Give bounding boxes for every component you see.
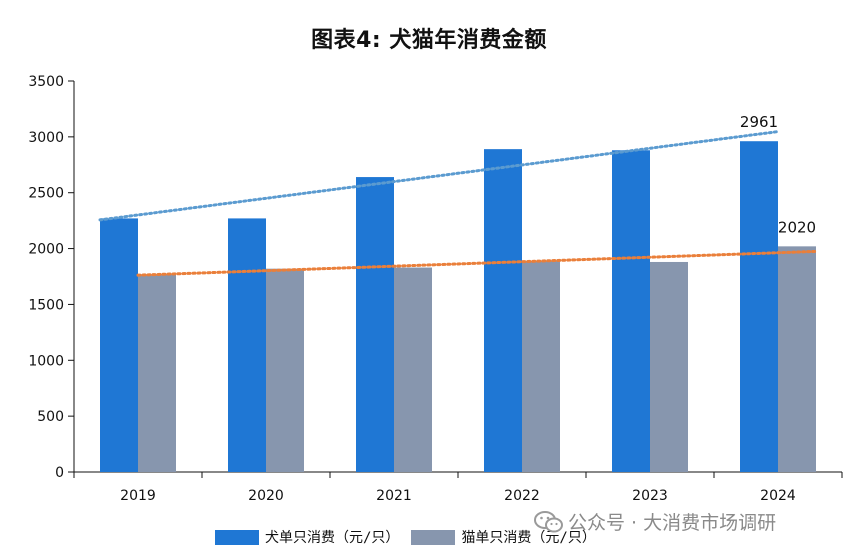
legend-label-cat: 猫单只消费（元/只） [461, 530, 596, 546]
bar-cat-2022 [522, 260, 560, 472]
y-tick-label: 0 [55, 465, 64, 481]
x-tick-label: 2020 [248, 488, 284, 504]
x-tick-label: 2019 [120, 488, 156, 504]
bar-dog-2024 [740, 141, 778, 473]
bar-dog-2021 [356, 177, 394, 472]
y-tick-label: 500 [37, 409, 64, 425]
data-label-dog-2024: 2961 [740, 113, 778, 131]
x-tick-label: 2023 [632, 488, 668, 504]
y-tick-label: 3500 [28, 74, 64, 90]
bar-cat-2024 [778, 246, 816, 472]
legend-item-cat: 猫单只消费（元/只） [411, 527, 596, 547]
legend: 犬单只消费（元/只） 猫单只消费（元/只） [215, 527, 608, 547]
bar-cat-2019 [138, 274, 176, 472]
bar-dog-2023 [612, 150, 650, 472]
bar-dog-2020 [228, 218, 266, 472]
x-tick-label: 2022 [504, 488, 540, 504]
bar-dog-2022 [484, 149, 522, 472]
y-tick-label: 2000 [28, 242, 64, 258]
chart-title: 图表4: 犬猫年消费金额 [311, 28, 547, 53]
legend-swatch-cat [411, 529, 456, 545]
legend-item-dog: 犬单只消费（元/只） [215, 527, 399, 547]
bar-cat-2021 [394, 267, 432, 472]
legend-swatch-dog [215, 529, 259, 545]
data-label-cat-2024: 2020 [778, 218, 816, 236]
legend-label-dog: 犬单只消费（元/只） [265, 530, 400, 546]
x-tick-label: 2021 [376, 488, 412, 504]
wechat-icon [534, 510, 563, 532]
y-tick-label: 1500 [28, 297, 64, 313]
watermark: 公众号 · 大消费市场调研 [534, 508, 776, 535]
bar-dog-2019 [100, 218, 138, 472]
y-tick-label: 3000 [28, 130, 64, 146]
watermark-text: 公众号 · 大消费市场调研 [568, 512, 777, 534]
bar-cat-2023 [650, 261, 688, 472]
bar-cat-2020 [266, 268, 304, 472]
y-tick-label: 2500 [28, 186, 64, 202]
x-tick-label: 2024 [760, 488, 796, 504]
trendline-dog [98, 130, 780, 222]
y-tick-label: 1000 [28, 353, 64, 369]
trendline-cat [136, 249, 818, 277]
